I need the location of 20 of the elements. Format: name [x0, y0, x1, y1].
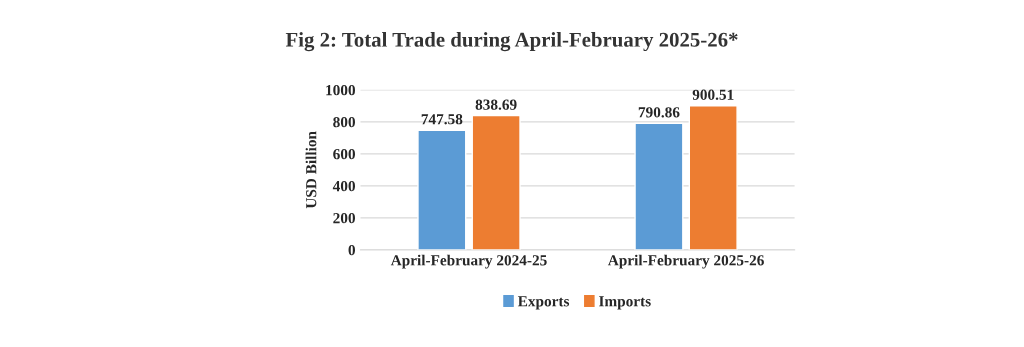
data-label: 747.58: [421, 114, 463, 125]
data-label: 838.69: [475, 99, 517, 110]
bar: [417, 129, 467, 250]
bar: [688, 105, 738, 250]
y-tick-label: 800: [333, 117, 355, 128]
y-tick-label: 600: [333, 149, 355, 160]
legend-label: Imports: [599, 296, 651, 310]
data-label: 900.51: [692, 89, 734, 100]
y-tick-label: 400: [332, 180, 355, 192]
y-tick-label: 0: [348, 244, 355, 256]
x-tick-label: April-February 2024-25: [390, 254, 547, 269]
y-tick-label: 200: [333, 212, 355, 224]
y-tick-label: 1000: [326, 85, 355, 96]
y-axis-title: USD Billion: [305, 131, 317, 209]
data-label: 790.86: [638, 107, 680, 118]
legend-label: Exports: [517, 296, 570, 310]
x-tick-label: April-February 2025-26: [607, 254, 764, 269]
chart-title: Fig 2: Total Trade during April-February 2025-26*: [285, 32, 738, 52]
bar: [634, 122, 684, 250]
bar: [471, 114, 521, 250]
